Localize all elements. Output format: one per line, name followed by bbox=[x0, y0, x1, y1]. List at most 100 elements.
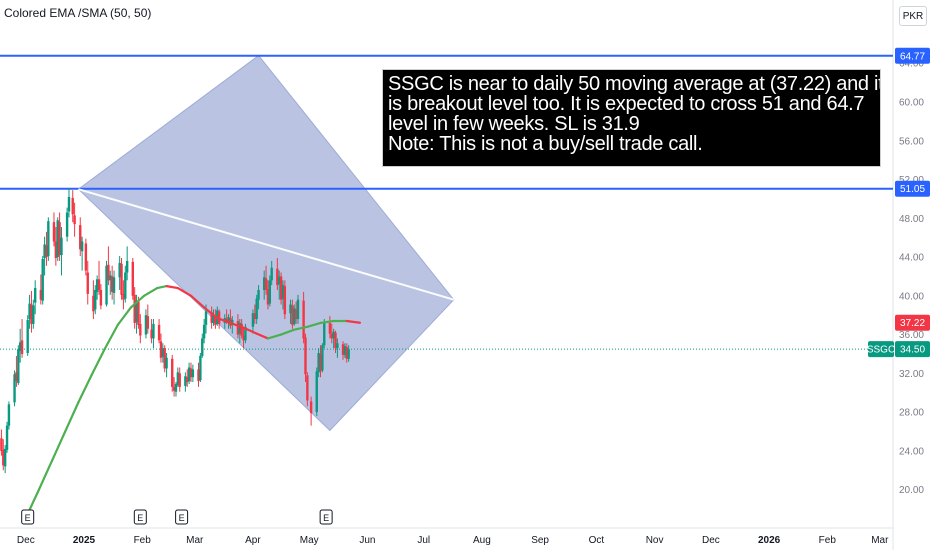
candle-body bbox=[94, 289, 97, 310]
x-tick-label: Sep bbox=[531, 535, 549, 546]
candle-body bbox=[210, 312, 213, 323]
candle-body bbox=[201, 338, 204, 356]
moving-average-segment bbox=[203, 306, 219, 320]
candle-body bbox=[95, 279, 99, 292]
moving-average-segment bbox=[216, 316, 232, 325]
candle-body bbox=[52, 222, 56, 242]
candle-body bbox=[165, 357, 168, 369]
candle-body bbox=[270, 267, 273, 281]
x-tick-label: Apr bbox=[245, 535, 261, 546]
candle-body bbox=[109, 275, 112, 281]
y-tick-label: 60.00 bbox=[899, 98, 924, 109]
candle-body bbox=[174, 383, 178, 392]
candle-body bbox=[334, 332, 337, 349]
candle-body bbox=[202, 324, 206, 339]
x-tick-label: Aug bbox=[473, 535, 491, 546]
candle-body bbox=[332, 331, 335, 339]
y-tick-label: 48.00 bbox=[899, 214, 924, 225]
earnings-marker[interactable] bbox=[175, 509, 189, 525]
candle-body bbox=[17, 349, 20, 384]
candle-body bbox=[131, 261, 135, 296]
candle-body bbox=[236, 320, 240, 335]
candle-body bbox=[189, 368, 193, 378]
level-price-tag-label: 64.77 bbox=[900, 51, 925, 62]
y-tick-label: 36.00 bbox=[899, 330, 924, 341]
candle-body bbox=[5, 425, 9, 450]
candle-body bbox=[255, 298, 258, 320]
x-tick-label: 2026 bbox=[758, 535, 781, 546]
candle-body bbox=[212, 315, 215, 323]
candle-body bbox=[65, 212, 69, 237]
candle-body bbox=[99, 289, 103, 306]
trend-line[interactable] bbox=[78, 188, 455, 301]
earnings-marker-label: E bbox=[25, 513, 31, 523]
y-tick-label: 20.00 bbox=[899, 485, 924, 496]
candle-body bbox=[296, 299, 300, 320]
currency-badge[interactable]: PKR bbox=[899, 6, 927, 26]
candle-body bbox=[124, 272, 127, 299]
candle-body bbox=[58, 222, 61, 256]
candle-body bbox=[186, 377, 189, 383]
candle-body bbox=[244, 326, 247, 341]
candle-body bbox=[309, 401, 313, 414]
candle-body bbox=[283, 286, 287, 315]
candle-body bbox=[304, 337, 307, 375]
candle-body bbox=[217, 311, 221, 324]
candle-body bbox=[214, 316, 217, 325]
candle-body bbox=[0, 438, 3, 451]
earnings-marker[interactable] bbox=[319, 509, 333, 525]
indicator-label[interactable]: Colored EMA /SMA (50, 50) bbox=[4, 6, 152, 20]
candle-body bbox=[330, 333, 333, 339]
candle-body bbox=[343, 346, 347, 355]
x-tick-label: Mar bbox=[186, 535, 204, 546]
candle-body bbox=[227, 317, 230, 322]
candle-body bbox=[13, 374, 16, 403]
candle-body bbox=[163, 348, 166, 369]
annotation-line-2: is breakout level too. It is expected to… bbox=[388, 93, 865, 115]
candle-body bbox=[253, 313, 257, 320]
moving-average-segment bbox=[116, 306, 133, 326]
candle-body bbox=[3, 448, 7, 467]
candle-body bbox=[317, 352, 320, 373]
projection-rectangle[interactable] bbox=[77, 54, 455, 432]
candle-body bbox=[276, 268, 279, 286]
candle-body bbox=[262, 277, 266, 290]
candle-body bbox=[328, 322, 332, 334]
candle-body bbox=[159, 341, 163, 358]
moving-average-segment bbox=[293, 325, 309, 331]
candle-body bbox=[71, 197, 74, 215]
candle-body bbox=[139, 323, 142, 336]
x-tick-label: Jul bbox=[417, 535, 430, 546]
candle-body bbox=[135, 300, 138, 322]
x-tick-label: May bbox=[300, 535, 319, 546]
y-tick-label: 40.00 bbox=[899, 291, 924, 302]
candle-body bbox=[146, 316, 150, 329]
candle-body bbox=[110, 276, 114, 292]
level-price-tag bbox=[895, 47, 930, 64]
moving-average-segment bbox=[176, 286, 193, 297]
symbol-tag-label: SSGC bbox=[867, 345, 895, 356]
candle-body bbox=[20, 340, 24, 354]
earnings-marker[interactable] bbox=[133, 509, 147, 525]
candle-body bbox=[150, 329, 153, 339]
candle-body bbox=[257, 289, 260, 300]
candle-body bbox=[336, 343, 339, 349]
candle-body bbox=[137, 301, 140, 325]
candle-body bbox=[92, 295, 95, 312]
candle-body bbox=[122, 293, 125, 300]
candle-body bbox=[84, 243, 88, 271]
candle-body bbox=[86, 272, 89, 294]
annotation-line-4: Note: This is not a buy/sell trade call. bbox=[388, 133, 703, 155]
level-price-tag bbox=[895, 180, 930, 197]
candle-body bbox=[73, 215, 76, 225]
candle-body bbox=[197, 369, 200, 382]
candle-body bbox=[133, 294, 136, 323]
earnings-marker[interactable] bbox=[21, 509, 35, 525]
moving-average-segment bbox=[77, 374, 93, 404]
candle-body bbox=[41, 258, 44, 301]
y-tick-label: 32.00 bbox=[899, 369, 924, 380]
moving-average-segment bbox=[242, 326, 258, 335]
moving-average-segment bbox=[255, 332, 270, 340]
candle-body bbox=[242, 335, 245, 341]
candle-body bbox=[33, 288, 37, 303]
